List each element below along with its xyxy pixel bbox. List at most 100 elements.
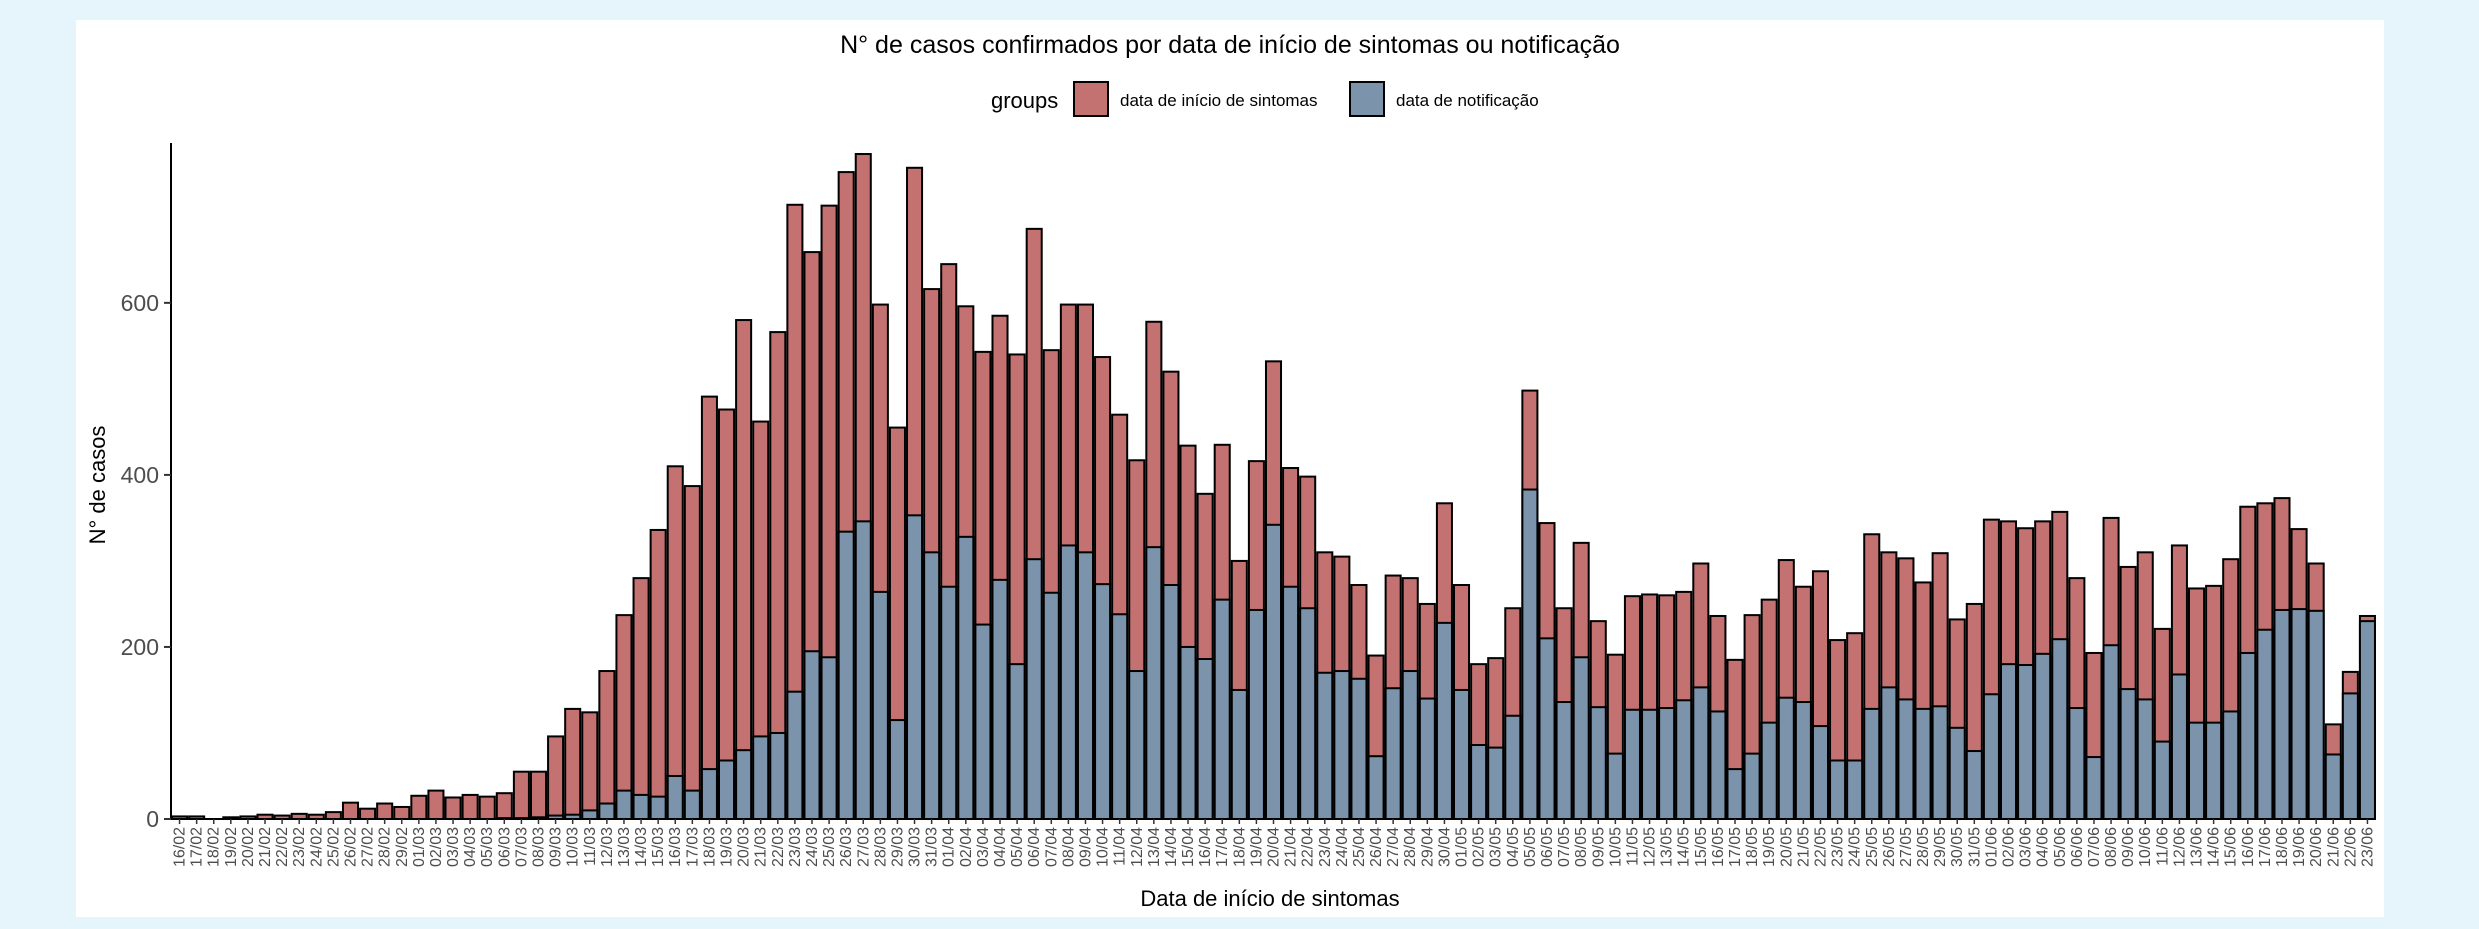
x-tick-label: 18/04	[1231, 827, 1248, 867]
bar-notificacao-18-05	[1743, 752, 1761, 820]
x-tick-label: 05/06	[2052, 827, 2069, 867]
x-tick-label: 03/05	[1488, 827, 1505, 867]
bar-sintomas-27-02	[359, 807, 377, 820]
x-tick-label: 26/02	[342, 827, 359, 867]
x-tick-label: 26/04	[1368, 827, 1385, 867]
bar-notificacao-03-04	[974, 623, 992, 821]
x-tick-label: 05/04	[1009, 827, 1026, 867]
x-tick-label: 23/02	[291, 827, 308, 867]
bar-notificacao-20-06	[2307, 609, 2325, 820]
x-tick-label: 25/05	[1864, 827, 1881, 867]
x-tick-label: 19/06	[2291, 827, 2308, 867]
x-tick-label: 13/06	[2189, 827, 2206, 867]
bar-notificacao-20-05	[1777, 696, 1795, 821]
bar-sintomas-09-03	[547, 735, 565, 820]
bar-notificacao-22-05	[1811, 725, 1829, 821]
bar-notificacao-06-05	[1538, 637, 1556, 820]
x-tick-label: 02/06	[2001, 827, 2018, 867]
series-notificacao-bars	[495, 488, 2376, 821]
bar-notificacao-01-05	[1453, 688, 1471, 821]
bar-notificacao-15-05	[1692, 686, 1710, 820]
bar-notificacao-25-03	[820, 656, 838, 821]
x-tick-label: 19/03	[719, 827, 736, 867]
x-tick-label: 23/06	[2359, 827, 2376, 867]
x-tick-label: 10/05	[1607, 827, 1624, 867]
x-tick-label: 11/05	[1624, 827, 1641, 866]
bar-notificacao-15-06	[2222, 710, 2240, 820]
bar-notificacao-31-03	[923, 551, 941, 820]
x-tick-label: 18/05	[1744, 827, 1761, 867]
x-axis-label: Data de início de sintomas	[1140, 886, 1399, 911]
legend-label-notificacao: data de notificação	[1396, 91, 1539, 110]
bar-sintomas-18-03	[700, 395, 718, 820]
x-tick-label: 18/06	[2274, 827, 2291, 867]
bar-notificacao-13-03	[615, 789, 633, 820]
x-tick-label: 09/06	[2120, 827, 2137, 867]
x-tick-label: 16/06	[2240, 827, 2257, 867]
x-tick-label: 30/05	[1949, 827, 1966, 867]
x-tick-label: 04/03	[462, 827, 479, 867]
bar-notificacao-09-05	[1589, 706, 1607, 820]
bar-notificacao-06-06	[2068, 707, 2086, 821]
x-tick-label: 15/05	[1693, 827, 1710, 867]
bar-notificacao-27-04	[1384, 687, 1402, 820]
x-tick-label: 28/02	[377, 827, 394, 867]
x-tick-label: 17/04	[1214, 827, 1231, 867]
bar-notificacao-27-03	[854, 520, 872, 820]
bar-sintomas-03-03	[444, 796, 462, 820]
bar-notificacao-21-03	[752, 735, 770, 820]
x-tick-label: 31/03	[924, 827, 941, 867]
x-tick-label: 23/03	[787, 827, 804, 867]
x-tick-label: 05/03	[479, 827, 496, 867]
x-tick-label: 15/04	[1180, 827, 1197, 867]
bar-notificacao-24-05	[1846, 759, 1864, 820]
bar-notificacao-20-03	[735, 749, 753, 820]
bar-sintomas-14-03	[632, 577, 650, 820]
x-tick-label: 29/02	[394, 827, 411, 867]
x-tick-label: 27/03	[855, 827, 872, 867]
bar-notificacao-01-04	[940, 585, 958, 820]
bar-notificacao-14-03	[632, 793, 650, 820]
bar-notificacao-24-04	[1333, 670, 1351, 820]
bar-notificacao-10-06	[2136, 698, 2154, 820]
bar-notificacao-02-06	[1999, 663, 2018, 821]
bar-notificacao-18-03	[700, 768, 718, 820]
bar-sintomas-11-03	[581, 711, 599, 821]
x-tick-label: 21/05	[1795, 827, 1812, 867]
x-tick-label: 20/05	[1778, 827, 1795, 867]
bar-notificacao-13-05	[1658, 707, 1676, 821]
x-tick-label: 27/04	[1385, 827, 1402, 867]
bar-notificacao-17-03	[683, 789, 701, 820]
bar-notificacao-02-04	[957, 535, 975, 821]
x-tick-label: 10/04	[1095, 827, 1112, 867]
bar-sintomas-04-03	[461, 793, 479, 820]
x-tick-label: 23/04	[1317, 827, 1334, 867]
bar-notificacao-28-04	[1401, 670, 1419, 820]
bar-notificacao-05-04	[1008, 663, 1026, 821]
x-tick-label: 17/06	[2257, 827, 2274, 867]
bar-notificacao-11-05	[1623, 708, 1641, 820]
bar-notificacao-17-05	[1726, 768, 1744, 820]
x-tick-label: 03/03	[445, 827, 462, 867]
bar-notificacao-25-04	[1350, 677, 1368, 821]
bar-sintomas-29-02	[393, 805, 411, 821]
x-tick-label: 10/06	[2137, 827, 2154, 867]
x-tick-label: 17/05	[1727, 827, 1744, 867]
x-tick-label: 17/02	[189, 827, 206, 867]
x-tick-label: 28/04	[1402, 827, 1419, 867]
x-tick-label: 12/03	[599, 827, 616, 867]
x-tick-label: 12/06	[2171, 827, 2188, 867]
x-tick-label: 25/03	[821, 827, 838, 867]
x-tick-label: 14/03	[633, 827, 650, 867]
bar-sintomas-28-02	[376, 802, 394, 821]
x-tick-label: 02/03	[428, 827, 445, 867]
x-tick-label: 18/02	[206, 827, 223, 867]
x-tick-label: 22/05	[1812, 827, 1829, 867]
x-tick-label: 08/04	[1060, 827, 1077, 867]
x-tick-label: 07/06	[2086, 827, 2103, 867]
x-tick-label: 12/04	[1129, 827, 1146, 867]
bar-notificacao-20-04	[1264, 523, 1283, 820]
x-tick-label: 02/05	[1471, 827, 1488, 867]
bar-notificacao-09-06	[2119, 688, 2137, 820]
x-tick-label: 06/03	[496, 827, 513, 867]
